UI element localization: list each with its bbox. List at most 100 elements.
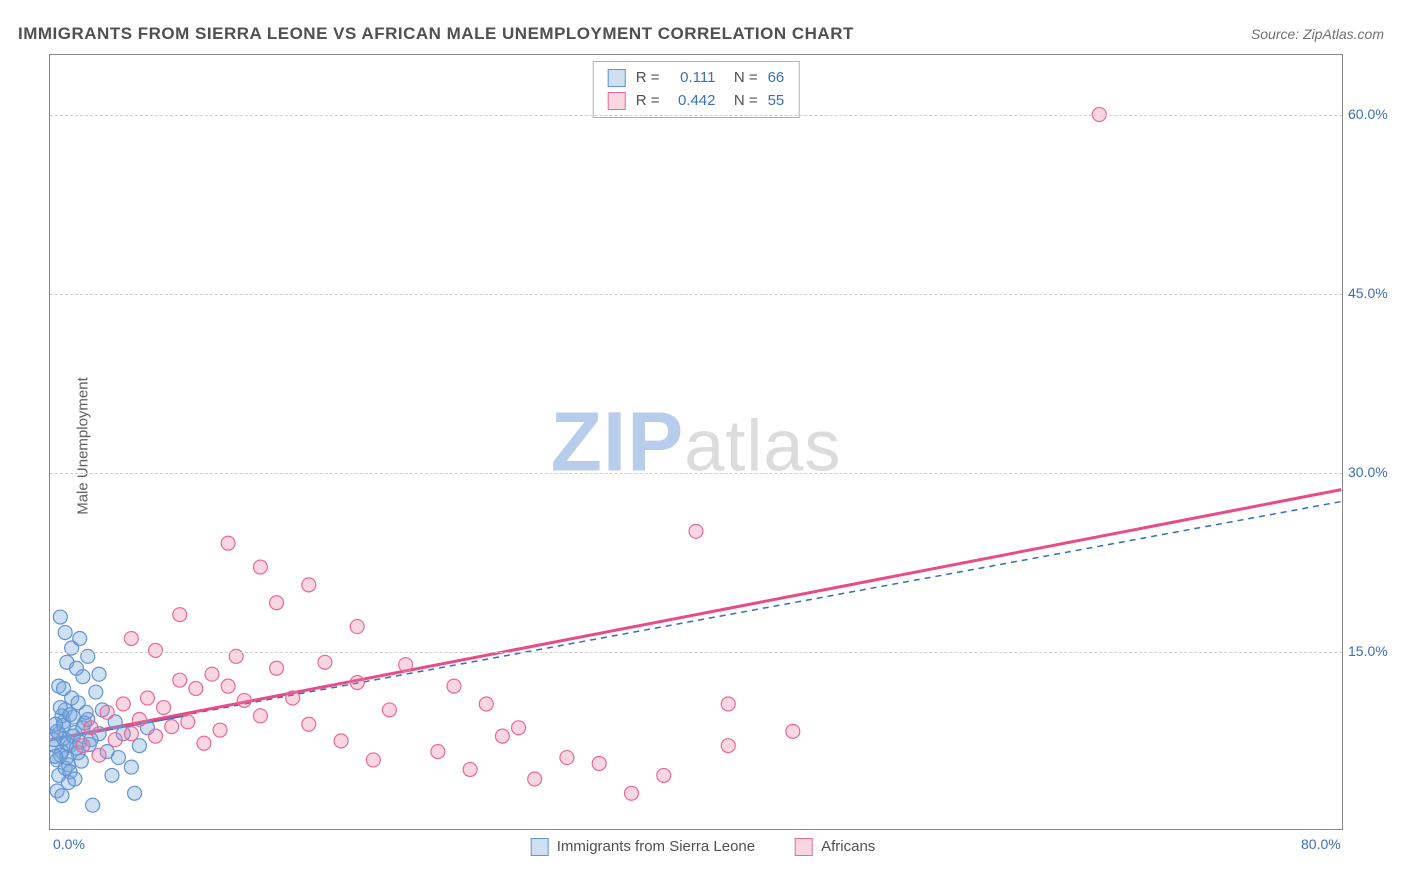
scatter-point (111, 751, 125, 765)
gridline (50, 115, 1342, 116)
stats-row: R = 0.442 N = 55 (608, 90, 785, 113)
scatter-point (50, 717, 62, 731)
scatter-point (512, 721, 526, 735)
scatter-point (86, 798, 100, 812)
legend-label: Africans (821, 838, 875, 855)
scatter-point (157, 701, 171, 715)
stats-row: R =0.111 N =66 (608, 67, 785, 90)
scatter-point (786, 724, 800, 738)
scatter-point (689, 524, 703, 538)
scatter-point (73, 631, 87, 645)
legend-swatch (608, 92, 626, 110)
scatter-point (657, 768, 671, 782)
n-value: 55 (768, 90, 785, 113)
scatter-point (350, 620, 364, 634)
y-tick-label: 60.0% (1348, 106, 1398, 122)
legend-swatch (795, 838, 813, 856)
scatter-point (124, 760, 138, 774)
scatter-point (189, 682, 203, 696)
scatter-point (221, 679, 235, 693)
scatter-point (366, 753, 380, 767)
r-value: 0.442 (669, 90, 715, 113)
scatter-point (221, 536, 235, 550)
scatter-point (495, 729, 509, 743)
scatter-point (173, 673, 187, 687)
scatter-point (63, 708, 77, 722)
scatter-point (69, 661, 83, 675)
scatter-point (173, 608, 187, 622)
scatter-point (237, 693, 251, 707)
scatter-point (132, 712, 146, 726)
x-tick-label: 80.0% (1301, 836, 1341, 852)
n-value: 66 (768, 67, 785, 90)
scatter-point (100, 705, 114, 719)
gridline (50, 473, 1342, 474)
n-label: N = (725, 67, 757, 90)
r-label: R = (636, 90, 660, 113)
scatter-point (92, 748, 106, 762)
scatter-point (71, 696, 85, 710)
stats-legend: R = 0.111 N = 66R = 0.442 N = 55 (593, 61, 800, 118)
scatter-point (253, 709, 267, 723)
scatter-point (463, 762, 477, 776)
scatter-point (721, 739, 735, 753)
scatter-point (149, 643, 163, 657)
scatter-point (124, 727, 138, 741)
scatter-point (302, 578, 316, 592)
scatter-point (132, 739, 146, 753)
scatter-point (124, 631, 138, 645)
scatter-point (447, 679, 461, 693)
scatter-point (74, 754, 88, 768)
scatter-point (350, 676, 364, 690)
scatter-point (334, 734, 348, 748)
scatter-point (431, 745, 445, 759)
n-label: N = (725, 90, 757, 113)
scatter-point (592, 757, 606, 771)
scatter-point (58, 626, 72, 640)
scatter-point (57, 682, 71, 696)
legend-item: Immigrants from Sierra Leone (531, 838, 755, 856)
scatter-point (68, 772, 82, 786)
scatter-point (205, 667, 219, 681)
scatter-point (108, 733, 122, 747)
scatter-point (140, 691, 154, 705)
x-tick-label: 0.0% (53, 836, 85, 852)
scatter-point (270, 661, 284, 675)
y-tick-label: 15.0% (1348, 643, 1398, 659)
y-tick-label: 30.0% (1348, 464, 1398, 480)
scatter-point (105, 768, 119, 782)
scatter-point (149, 729, 163, 743)
scatter-point (181, 715, 195, 729)
legend-item: Africans (795, 838, 875, 856)
source-label: Source: ZipAtlas.com (1251, 26, 1384, 42)
scatter-point (213, 723, 227, 737)
y-tick-label: 45.0% (1348, 285, 1398, 301)
legend-swatch (608, 69, 626, 87)
scatter-point (165, 720, 179, 734)
scatter-point (479, 697, 493, 711)
gridline (50, 294, 1342, 295)
gridline (50, 652, 1342, 653)
legend-label: Immigrants from Sierra Leone (557, 838, 755, 855)
scatter-point (399, 658, 413, 672)
scatter-point (624, 786, 638, 800)
scatter-point (53, 610, 67, 624)
scatter-point (286, 691, 300, 705)
scatter-point (318, 655, 332, 669)
scatter-point (197, 736, 211, 750)
scatter-point (92, 667, 106, 681)
scatter-point (528, 772, 542, 786)
scatter-point (50, 733, 61, 747)
chart-title: IMMIGRANTS FROM SIERRA LEONE VS AFRICAN … (18, 24, 854, 44)
scatter-point (128, 786, 142, 800)
scatter-point (382, 703, 396, 717)
scatter-point (253, 560, 267, 574)
legend-swatch (531, 838, 549, 856)
scatter-point (302, 717, 316, 731)
r-value: 0.111 (669, 67, 715, 90)
chart-area: ZIPatlas R =0.111 N =66R =0.442 N =55 15… (49, 54, 1343, 830)
bottom-legend: Immigrants from Sierra Leone Africans (531, 838, 876, 856)
scatter-point (89, 685, 103, 699)
plot-svg (50, 55, 1342, 829)
scatter-point (560, 751, 574, 765)
